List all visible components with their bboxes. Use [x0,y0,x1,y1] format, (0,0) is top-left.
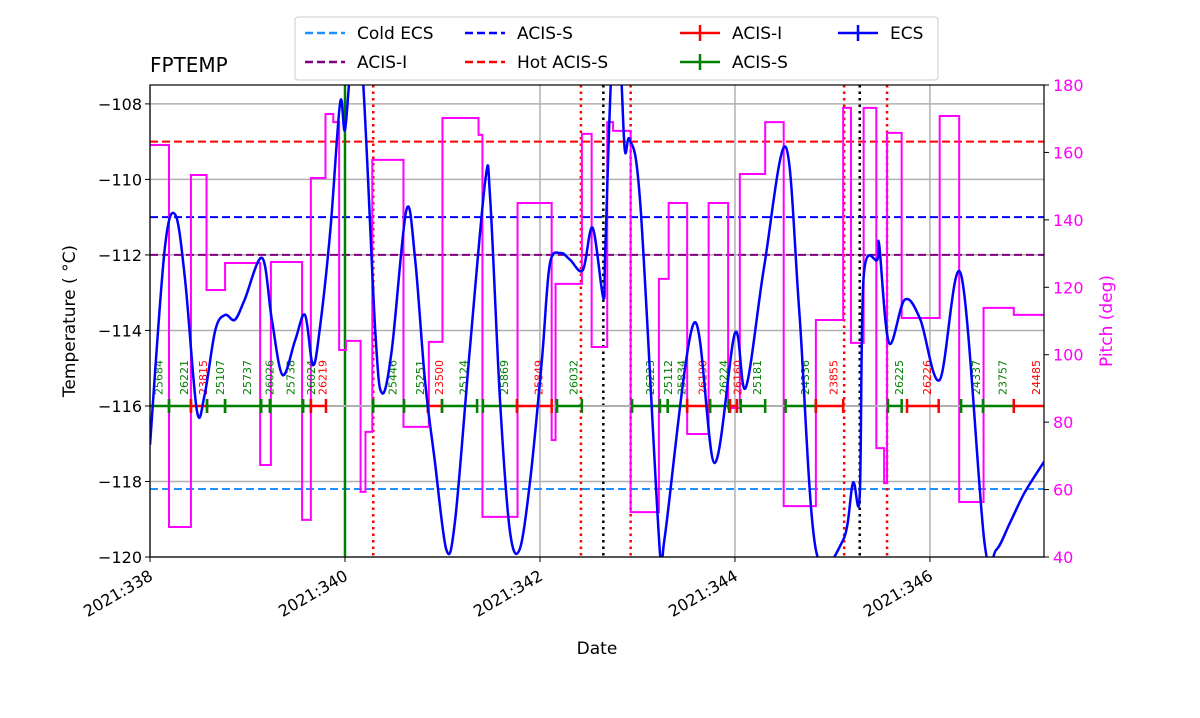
obsid-label: 23757 [996,360,1009,395]
x-tick-label: 2021:342 [470,566,546,621]
y2-tick-label: 140 [1053,211,1084,230]
legend-label: Hot ACIS-S [517,53,608,73]
observation-25181: 25181 [739,360,767,413]
legend-label: ACIS-I [732,24,782,44]
obsid-label: 25738 [284,360,297,395]
y-tick-label: −116 [98,397,142,416]
legend-entry: ACIS-S [680,53,788,73]
observation-23757: 23757 [981,360,1016,413]
y2-tick-label: 160 [1053,143,1084,162]
obsid-label: 24485 [1030,360,1043,395]
observation-26226: 26226 [905,360,940,413]
observation-23855: 23855 [814,360,845,413]
obsid-label: 23500 [433,360,446,395]
observation-25737: 25737 [223,360,263,413]
y-tick-label: −112 [98,246,142,265]
x-tick-label: 2021:338 [80,566,156,621]
obsid-label: 26226 [921,360,934,395]
y2-tick-label: 180 [1053,76,1084,95]
legend-label: ECS [890,24,923,44]
y-tick-label: −118 [98,472,142,491]
observation-25849: 25849 [515,360,553,413]
legend-label: ACIS-S [732,53,788,73]
obsid-label: 25869 [498,360,511,395]
grid [149,85,1044,558]
observation-25124: 25124 [440,360,479,413]
y-tick-label: −108 [98,95,142,114]
obsid-label: 25737 [241,360,254,395]
pitch-line [150,106,1044,528]
obsid-label: 26024 [305,360,318,395]
y-axis-label: Temperature ( °C) [60,245,80,398]
observation-24336: 24336 [784,360,818,413]
y2-tick-label: 80 [1053,413,1073,432]
legend-label: Cold ECS [357,24,434,44]
y-tick-label: −110 [98,170,142,189]
legend-label: ACIS-I [357,53,407,73]
observation-26223: 26223 [630,360,662,413]
obsid-label: 23855 [828,360,841,395]
obsid-label: 26026 [264,360,277,395]
legend-label: ACIS-S [517,24,573,44]
legend-entry: ACIS-I [680,24,782,44]
legend-entry: ACIS-I [305,53,407,73]
legend-entry: ACIS-S [465,24,573,44]
observation-24485: 24485 [1012,360,1044,413]
observation-26219: 26219 [309,360,329,413]
observation-26225: 26225 [886,360,906,413]
observation-26221: 26221 [167,360,193,413]
legend-entry: Hot ACIS-S [465,53,608,73]
plot-frame [149,84,1045,558]
chart-title: FPTEMP [150,53,228,77]
y2-tick-label: 40 [1053,548,1073,567]
y-tick-label: −120 [98,548,142,567]
obsid-label: 26225 [893,360,906,395]
legend: Cold ECS ACIS-I ACIS-S Hot ACIS-S ACIS-I ACIS… [294,16,939,81]
obsid-label: 25112 [662,360,675,395]
obsid-label: 26221 [178,360,191,395]
plot-area: 25684 26221 23815 25107 25737 26026 25738 26024… [150,85,1044,557]
y-tick-label: −114 [98,321,142,340]
obsid-label: 25107 [214,360,227,395]
y2-axis-label: Pitch (deg) [1097,275,1117,367]
observation-26032: 26032 [555,360,584,413]
temperature-line [150,85,1044,557]
y2-tick-label: 120 [1053,278,1084,297]
x-tick-label: 2021:340 [275,566,351,621]
legend-box [294,16,939,81]
y2-tick-label: 100 [1053,346,1084,365]
legend-entry: ECS [838,24,923,44]
obsid-label: 26219 [316,360,329,395]
obsid-label: 26032 [567,360,580,395]
legend-entry: Cold ECS [305,24,434,44]
x-tick-label: 2021:344 [665,566,741,621]
y2-tick-label: 60 [1053,481,1073,500]
obsid-label: 25181 [751,360,764,395]
x-axis-label: Date [577,639,618,659]
obsid-label: 24336 [799,360,812,395]
x-tick-label: 2021:346 [860,566,936,621]
